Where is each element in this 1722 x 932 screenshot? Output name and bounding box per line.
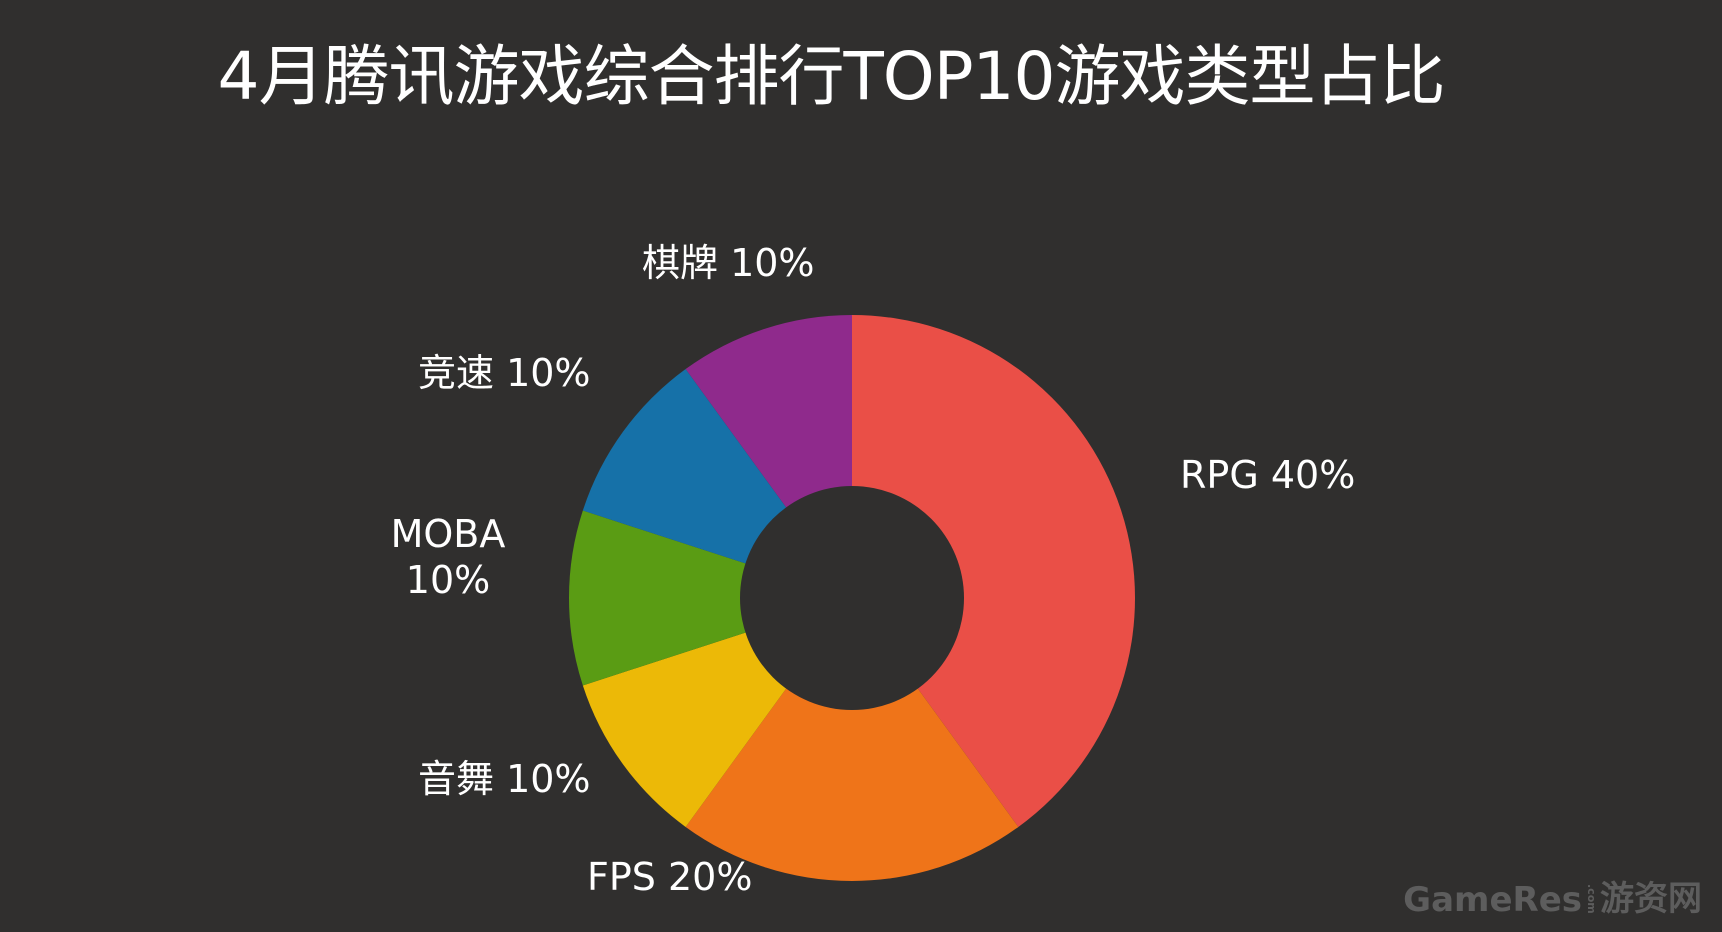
donut-slices [569,315,1135,881]
slice-labels: RPG 40% FPS 20% 音舞 10% MOBA 10% 竞速 10% 棋牌 10% [391,241,1356,899]
chart-title: 4月腾讯游戏综合排行TOP10游戏类型占比 [217,38,1445,115]
watermark: GameRes .com 游资网 [1403,871,1702,920]
watermark-cn: 游资网 [1600,879,1702,919]
slice-rpg [852,315,1135,827]
slice-label-棋牌: 棋牌 10% [642,241,815,285]
slice-label-fps: FPS 20% [587,855,752,899]
slice-label-moba: MOBA 10% [391,512,506,602]
watermark-brand: GameRes [1403,880,1582,920]
donut-hole [740,486,964,710]
slice-moba [569,510,852,686]
slice-label-rpg: RPG 40% [1180,453,1355,497]
slice-fps [685,598,1019,881]
watermark-suffix: .com [1585,884,1598,914]
slice-label-竞速: 竞速 10% [418,351,591,395]
slice-label-音舞: 音舞 10% [418,757,591,801]
